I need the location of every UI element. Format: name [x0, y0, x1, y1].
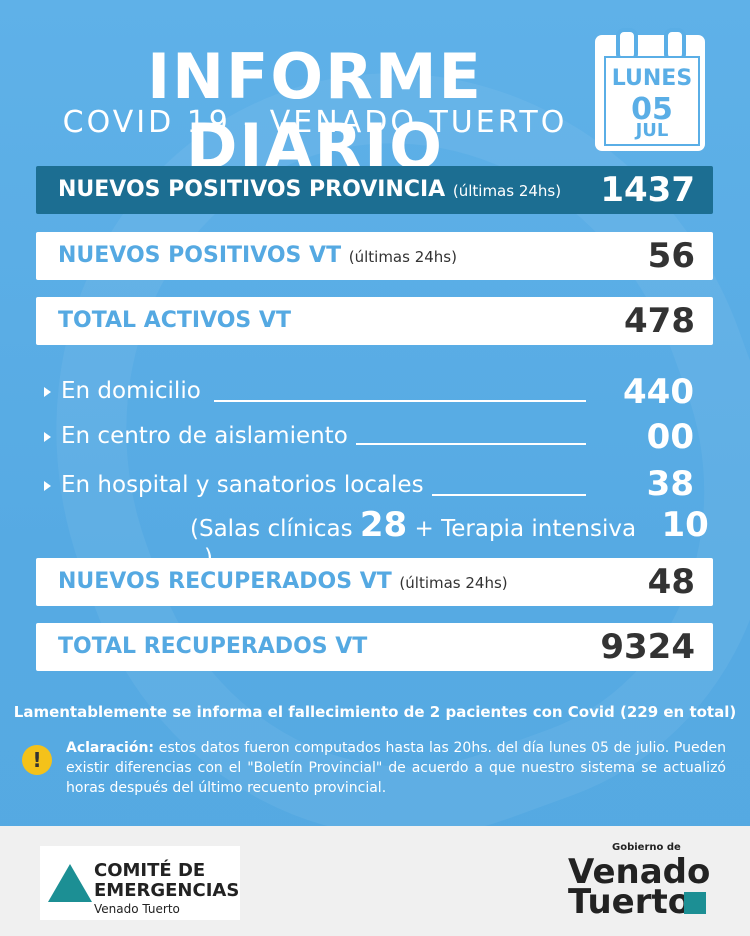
calendar-page: LUNES 05 JUL: [604, 56, 700, 146]
recuperados-total-value: 9324: [600, 627, 695, 667]
comite-line2: EMERGENCIAS: [94, 880, 240, 901]
recuperados-nuevos-bar: NUEVOS RECUPERADOS VT (últimas 24hs) 48: [36, 558, 713, 606]
provincia-note: (últimas 24hs): [452, 182, 562, 200]
calendar-number: 05: [631, 92, 673, 127]
comite-line1: COMITÉ DE: [94, 860, 206, 881]
provincia-label: NUEVOS POSITIVOS PROVINCIA: [58, 177, 446, 202]
calendar-day: LUNES: [611, 66, 693, 91]
salas-value: 28: [359, 505, 408, 545]
activos-label: TOTAL ACTIVOS VT: [58, 308, 291, 333]
comite-line3: Venado Tuerto: [94, 902, 180, 916]
gobierno-small: Gobierno de: [612, 842, 681, 853]
hospital-row: En hospital y sanatorios locales 38: [44, 464, 704, 504]
note-label: Aclaración:: [66, 740, 155, 756]
comite-logo-icon: [48, 864, 92, 902]
calendar-icon: LUNES 05 JUL: [598, 28, 702, 148]
recuperados-total-bar: TOTAL RECUPERADOS VT 9324: [36, 623, 713, 671]
divider: [214, 400, 586, 402]
nuevos-vt-label: NUEVOS POSITIVOS VT: [58, 243, 342, 268]
aislamiento-label: En centro de aislamiento: [61, 423, 348, 449]
bullet-icon: [44, 431, 51, 442]
nuevos-vt-value: 56: [647, 236, 695, 276]
domicilio-label: En domicilio: [61, 378, 201, 404]
hospital-label: En hospital y sanatorios locales: [61, 472, 424, 498]
recuperados-nuevos-value: 48: [647, 562, 695, 602]
comite-logo: COMITÉ DE EMERGENCIAS Venado Tuerto: [40, 846, 240, 920]
page-title: INFORME DIARIO: [147, 40, 483, 183]
aislamiento-row: En centro de aislamiento 00: [44, 417, 704, 457]
gobierno-line2: Tuerto: [568, 882, 692, 922]
page-subtitle: COVID 19 - VENADO TUERTO: [62, 105, 568, 140]
nuevos-vt-note: (últimas 24hs): [348, 248, 457, 266]
clarification-note: Aclaración: estos datos fueron computado…: [66, 738, 726, 798]
divider: [356, 443, 586, 445]
divider: [432, 494, 586, 496]
recuperados-nuevos-note: (últimas 24hs): [399, 574, 508, 592]
bullet-icon: [44, 480, 51, 491]
provincia-value: 1437: [600, 170, 695, 210]
death-notice: Lamentablemente se informa el fallecimie…: [13, 703, 737, 721]
salas-plus: +: [414, 516, 434, 542]
nuevos-vt-bar: NUEVOS POSITIVOS VT (últimas 24hs) 56: [36, 232, 713, 280]
note-text: estos datos fueron computados hasta las …: [66, 740, 726, 796]
terapia-label: Terapia intensiva: [441, 516, 637, 542]
terapia-value: 10: [661, 505, 709, 545]
recuperados-nuevos-label: NUEVOS RECUPERADOS VT: [58, 569, 392, 594]
salas-label: (Salas clínicas: [190, 516, 353, 542]
activos-bar: TOTAL ACTIVOS VT 478: [36, 297, 713, 345]
activos-value: 478: [624, 301, 695, 341]
provincia-bar: NUEVOS POSITIVOS PROVINCIA (últimas 24hs…: [36, 166, 713, 214]
domicilio-value: 440: [623, 372, 694, 412]
aislamiento-value: 00: [646, 417, 694, 457]
calendar-month: JUL: [635, 120, 669, 141]
domicilio-row: En domicilio 440: [44, 372, 704, 412]
hospital-value: 38: [646, 464, 694, 504]
gobierno-line1: Venado: [568, 852, 711, 892]
warning-icon: !: [22, 745, 52, 775]
bullet-icon: [44, 386, 51, 397]
footer: COMITÉ DE EMERGENCIAS Venado Tuerto Gobi…: [0, 826, 750, 936]
recuperados-total-label: TOTAL RECUPERADOS VT: [58, 634, 368, 659]
venado-logo-icon: [684, 892, 706, 914]
